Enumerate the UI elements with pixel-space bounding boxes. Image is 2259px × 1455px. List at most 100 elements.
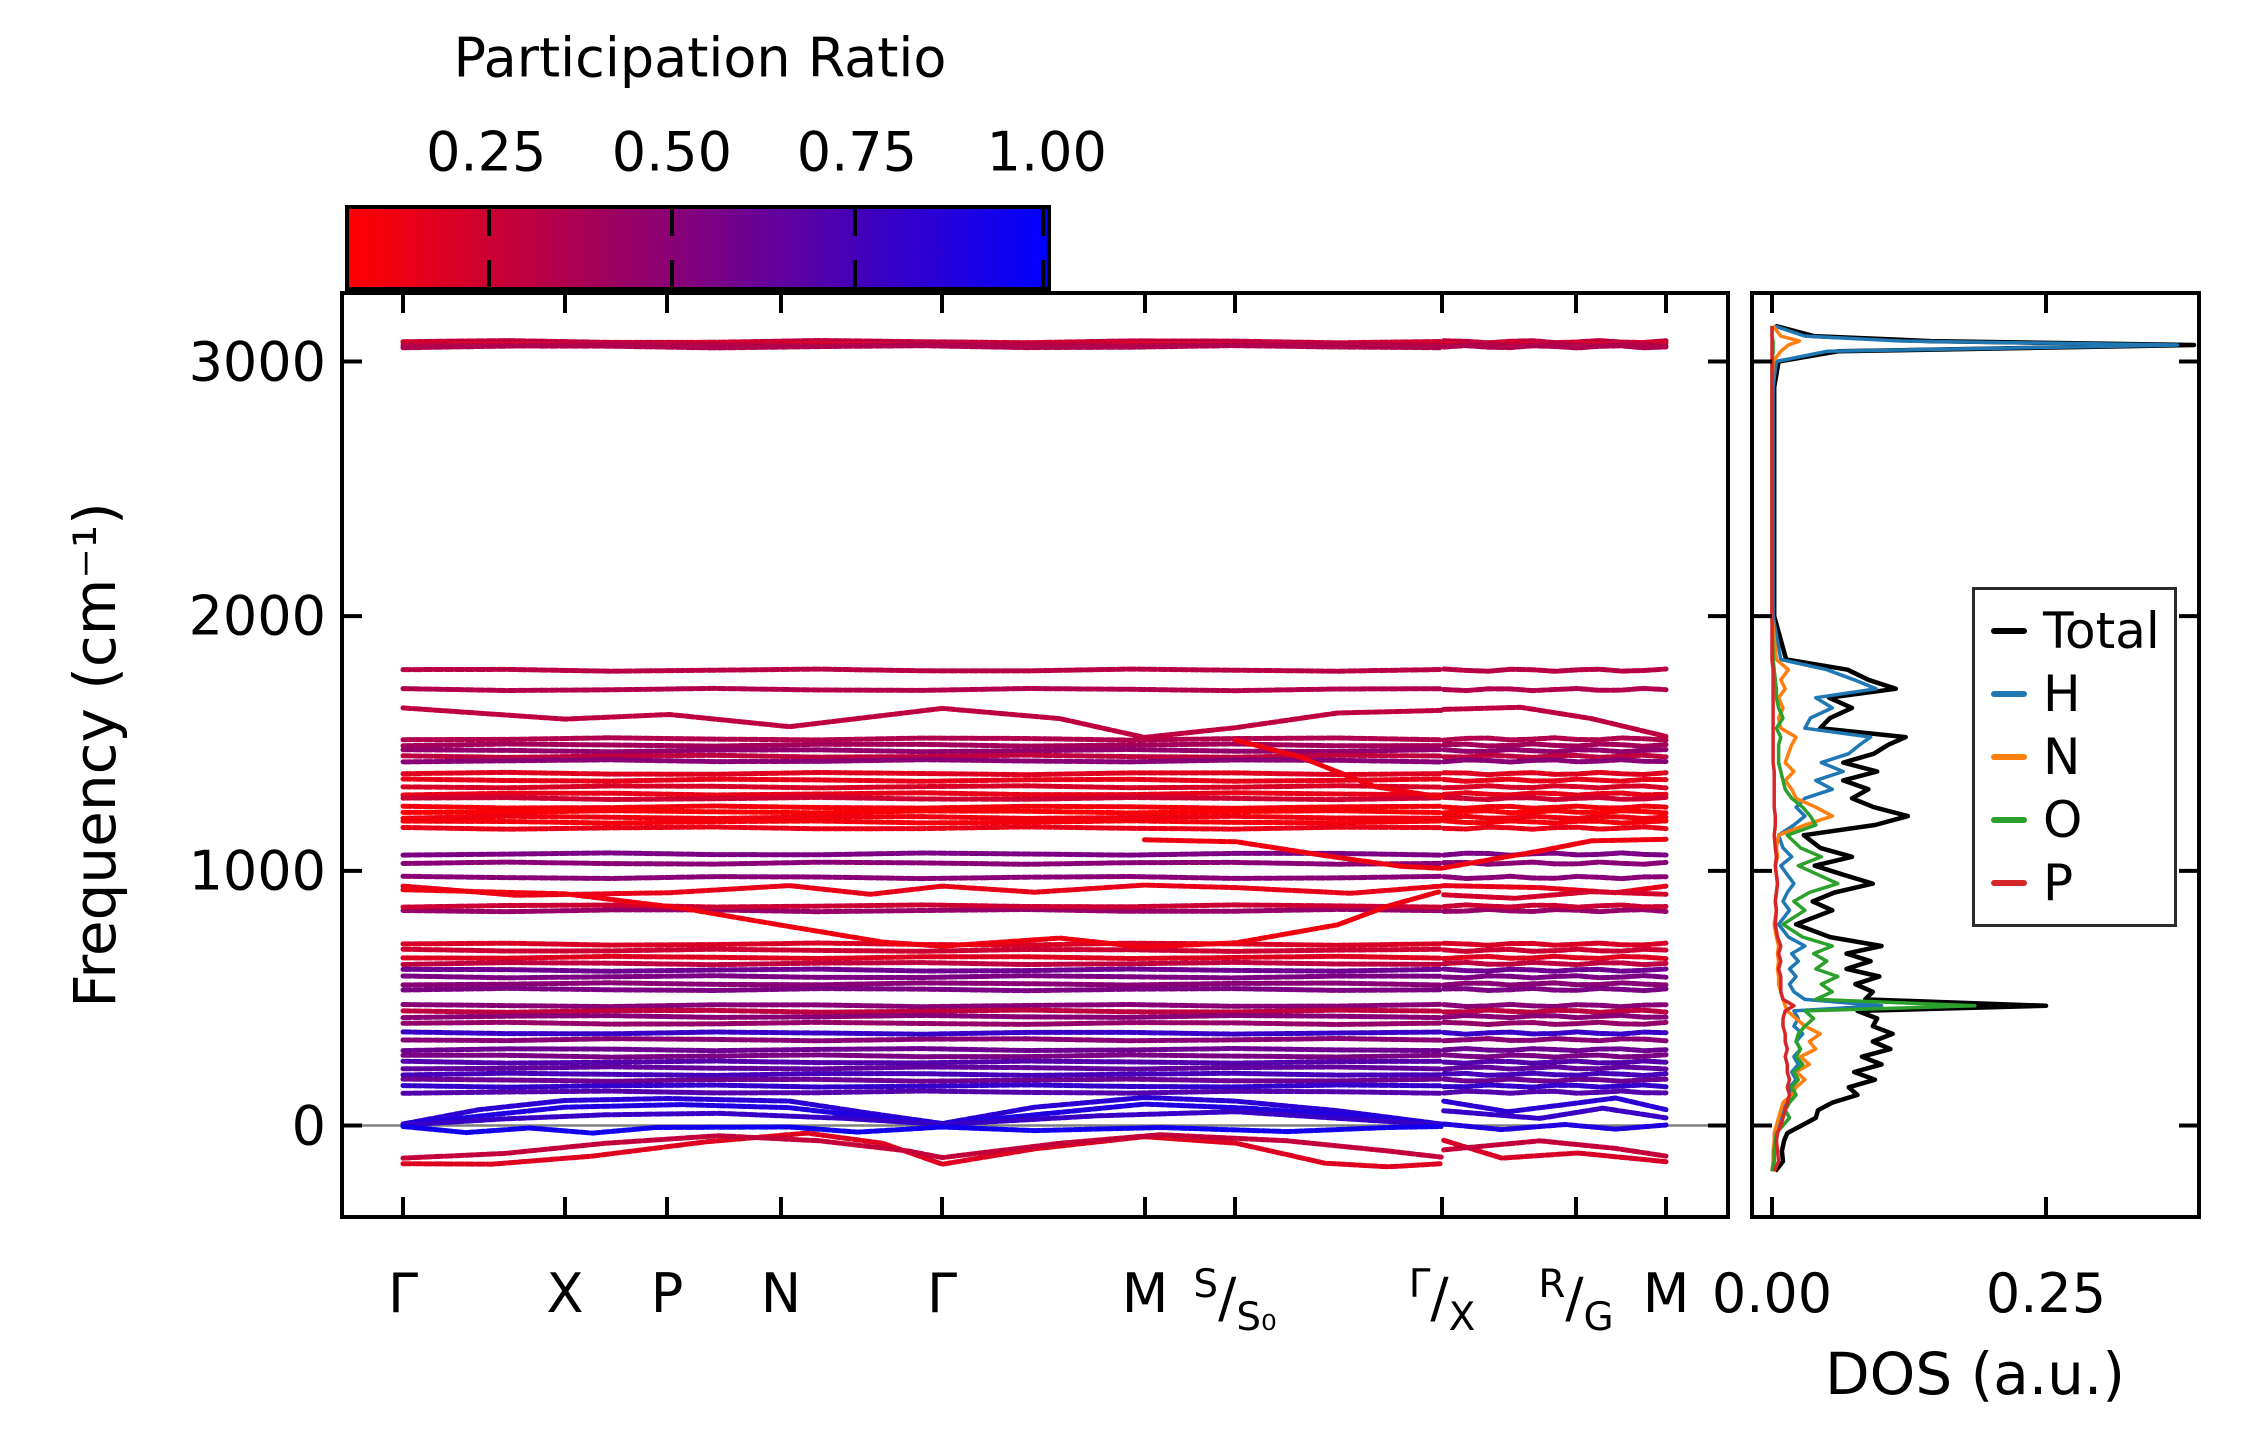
phonon-band <box>400 1036 1444 1044</box>
colorbar-tick-mark <box>486 260 491 287</box>
phonon-band <box>400 824 1444 832</box>
phonon-band <box>400 906 1444 915</box>
phonon-band <box>400 1052 1444 1060</box>
phonon-band <box>400 803 1444 811</box>
y-axis-label: Frequency (cm⁻¹) <box>61 502 129 1008</box>
phonon-band <box>400 783 1444 791</box>
dos-curve-n <box>1770 324 1835 1172</box>
phonon-band <box>400 818 1444 826</box>
kpoint-label: P <box>650 1262 684 1325</box>
phonon-band <box>400 1012 1444 1021</box>
phonon-band <box>1441 1121 1669 1133</box>
phonon-band <box>1441 959 1669 968</box>
dos-curve-p <box>1770 325 1796 1172</box>
kpoint-label: M <box>1642 1262 1690 1325</box>
colorbar-tick-mark <box>853 209 858 236</box>
kpoint-label: S/S₀ <box>1193 1262 1277 1341</box>
phonon-band <box>1441 1064 1669 1072</box>
legend-entry-h: H <box>1991 669 2174 719</box>
phonon-band <box>1441 836 1669 871</box>
colorbar <box>345 205 1051 291</box>
dos-panel-frame <box>1750 291 2201 1219</box>
phonon-band <box>400 850 1444 858</box>
phonon-band <box>400 705 1444 740</box>
band-panel-frame <box>340 291 1730 1219</box>
kpoint-label: Γ/X <box>1408 1262 1476 1341</box>
phonon-band <box>1441 808 1669 816</box>
phonon-band <box>400 859 1444 867</box>
colorbar-tick-mark <box>1040 260 1045 287</box>
colorbar-tick-mark <box>853 260 858 287</box>
phonon-band <box>400 959 1444 968</box>
total-line-icon <box>1991 628 2027 635</box>
phonon-band <box>1441 824 1669 832</box>
phonon-band <box>400 1088 1444 1096</box>
phonon-band <box>1441 940 1669 948</box>
phonon-band <box>1441 783 1669 791</box>
phonon-band <box>1441 757 1669 765</box>
phonon-band <box>400 1001 1444 1010</box>
legend-label: H <box>2043 665 2081 724</box>
phonon-band <box>400 808 1444 816</box>
phonon-band <box>400 882 1444 898</box>
phonon-band <box>400 813 1444 821</box>
phonon-band <box>400 1046 1444 1054</box>
kpoint-label: Γ <box>926 1262 958 1325</box>
phonon-band <box>1441 803 1669 811</box>
p-line-icon <box>1991 879 2027 886</box>
dos-curve-total <box>1771 323 2197 1173</box>
phonon-band <box>1441 752 1669 760</box>
phonon-band <box>400 757 1444 765</box>
phonon-band <box>1441 813 1669 821</box>
phonon-band <box>1441 946 1669 954</box>
phonon-band <box>1441 1019 1669 1027</box>
dos-axis-label: DOS (a.u.) <box>1825 1340 2125 1408</box>
phonon-band <box>400 985 1444 994</box>
axis-ticks <box>342 293 2199 1217</box>
phonon-band <box>1441 685 1669 694</box>
colorbar-tick-label: 0.25 <box>426 120 547 184</box>
kpoint-label: Γ <box>387 1262 419 1325</box>
phonon-band <box>400 741 1444 749</box>
phonon-band <box>1141 837 1444 871</box>
phonon-band <box>1441 889 1669 901</box>
phonon-band <box>400 973 1444 981</box>
phonon-band <box>400 980 1444 988</box>
phonon-band <box>1441 794 1669 803</box>
dos-curve-h <box>1770 324 2180 1172</box>
phonon-band <box>1441 1088 1669 1096</box>
phonon-band <box>1441 741 1669 749</box>
y-tick-label: 3000 <box>188 330 326 394</box>
phonon-band <box>400 1109 1444 1128</box>
o-line-icon <box>1991 816 2027 823</box>
phonon-band <box>1441 666 1669 674</box>
phonon-band <box>1441 818 1669 826</box>
phonon-band <box>1441 906 1669 915</box>
dos-curves <box>1770 323 2197 1173</box>
phonon-band <box>1441 973 1669 981</box>
phonon-band <box>1441 1052 1669 1060</box>
phonon-band <box>1441 1095 1669 1115</box>
colorbar-tick-mark <box>1040 209 1045 236</box>
phonon-band <box>400 1124 1444 1136</box>
phonon-band <box>400 790 1444 798</box>
phonon-band <box>400 769 1444 778</box>
legend-label: P <box>2043 853 2074 912</box>
phonon-band <box>1441 704 1669 739</box>
phonon-band <box>400 966 1444 974</box>
phonon-band <box>1441 953 1669 962</box>
kpoint-label: R/G <box>1538 1262 1614 1341</box>
phonon-band <box>1441 985 1669 994</box>
phonon-band <box>400 1082 1444 1090</box>
kpoint-label: N <box>760 1262 802 1325</box>
phonon-band <box>1441 1036 1669 1044</box>
phonon-band <box>400 1007 1444 1015</box>
phonon-band <box>400 666 1444 674</box>
dos-legend: Total H N O P <box>1972 587 2177 927</box>
colorbar-title: Participation Ratio <box>453 26 947 90</box>
phonon-band <box>400 1070 1444 1078</box>
phonon-band <box>400 873 1444 882</box>
phonon-band <box>400 1019 1444 1027</box>
